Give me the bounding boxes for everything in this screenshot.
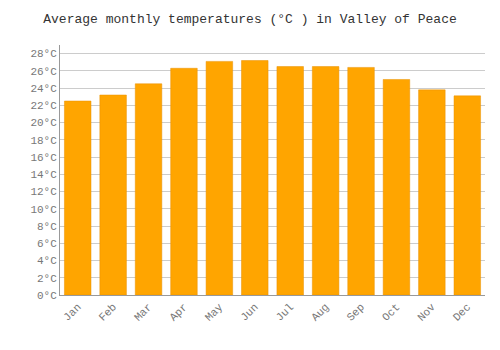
svg-text:16°C: 16°C (30, 152, 57, 164)
svg-text:22°C: 22°C (30, 100, 57, 112)
svg-text:10°C: 10°C (30, 204, 57, 216)
svg-text:28°C: 28°C (30, 48, 57, 60)
svg-text:Feb: Feb (97, 301, 119, 323)
svg-text:4°C: 4°C (37, 255, 57, 267)
svg-text:Oct: Oct (380, 301, 402, 323)
svg-text:0°C: 0°C (37, 290, 57, 302)
svg-text:Jun: Jun (238, 301, 260, 323)
svg-text:Mar: Mar (132, 301, 154, 323)
svg-text:Average monthly temperatures (: Average monthly temperatures (°C ) in Va… (43, 12, 456, 27)
svg-text:2°C: 2°C (37, 273, 57, 285)
svg-text:Aug: Aug (309, 301, 331, 323)
svg-text:20°C: 20°C (30, 117, 57, 129)
svg-text:Apr: Apr (167, 301, 189, 323)
svg-text:26°C: 26°C (30, 66, 57, 78)
svg-text:May: May (203, 301, 226, 324)
svg-text:Sep: Sep (345, 301, 367, 323)
svg-text:14°C: 14°C (30, 169, 57, 181)
svg-text:6°C: 6°C (37, 238, 57, 250)
svg-text:18°C: 18°C (30, 135, 57, 147)
svg-text:24°C: 24°C (30, 83, 57, 95)
svg-text:Jan: Jan (61, 301, 83, 323)
svg-text:Dec: Dec (451, 301, 473, 323)
svg-text:Jul: Jul (274, 301, 296, 323)
svg-text:8°C: 8°C (37, 221, 57, 233)
svg-text:12°C: 12°C (30, 186, 57, 198)
svg-text:Nov: Nov (415, 301, 438, 324)
